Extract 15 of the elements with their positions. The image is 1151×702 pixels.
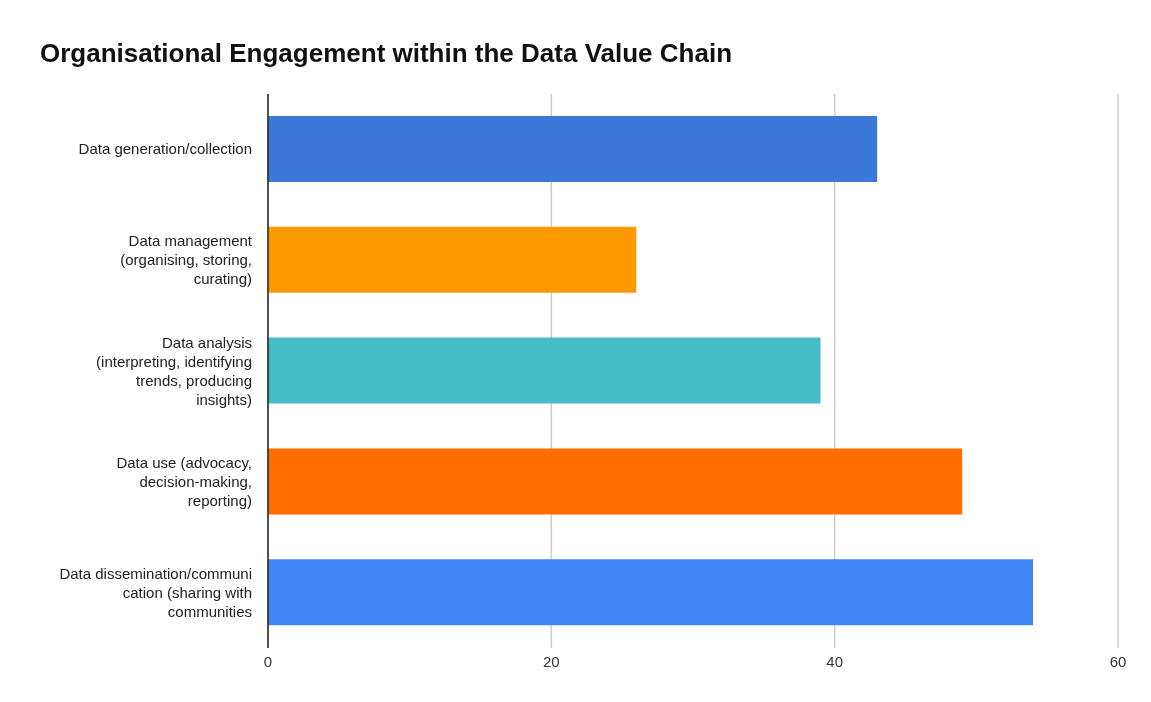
y-tick-label: Data generation/collection [78,140,252,158]
x-tick-label: 20 [542,652,560,670]
x-tick-label: 40 [826,652,844,670]
bar [268,116,878,182]
y-tick-label: Data analysis (interpreting, identifying trends, producing insights) [96,333,252,408]
y-tick-label: Data use (advocacy, decision-making, reporting) [116,453,252,509]
x-tick-label: 60 [1109,652,1127,670]
x-tick-label: 0 [263,652,273,670]
bar [268,337,821,404]
bar [268,448,963,515]
y-tick-label: Data management (organising, storing, curating) [120,232,253,288]
bar [268,559,1033,626]
y-tick-label: Data dissemination/communication (sharing with communities [59,564,252,620]
chart-title: Organisational Engagement within the Data Value Chain [39,37,733,70]
bar [268,226,637,293]
